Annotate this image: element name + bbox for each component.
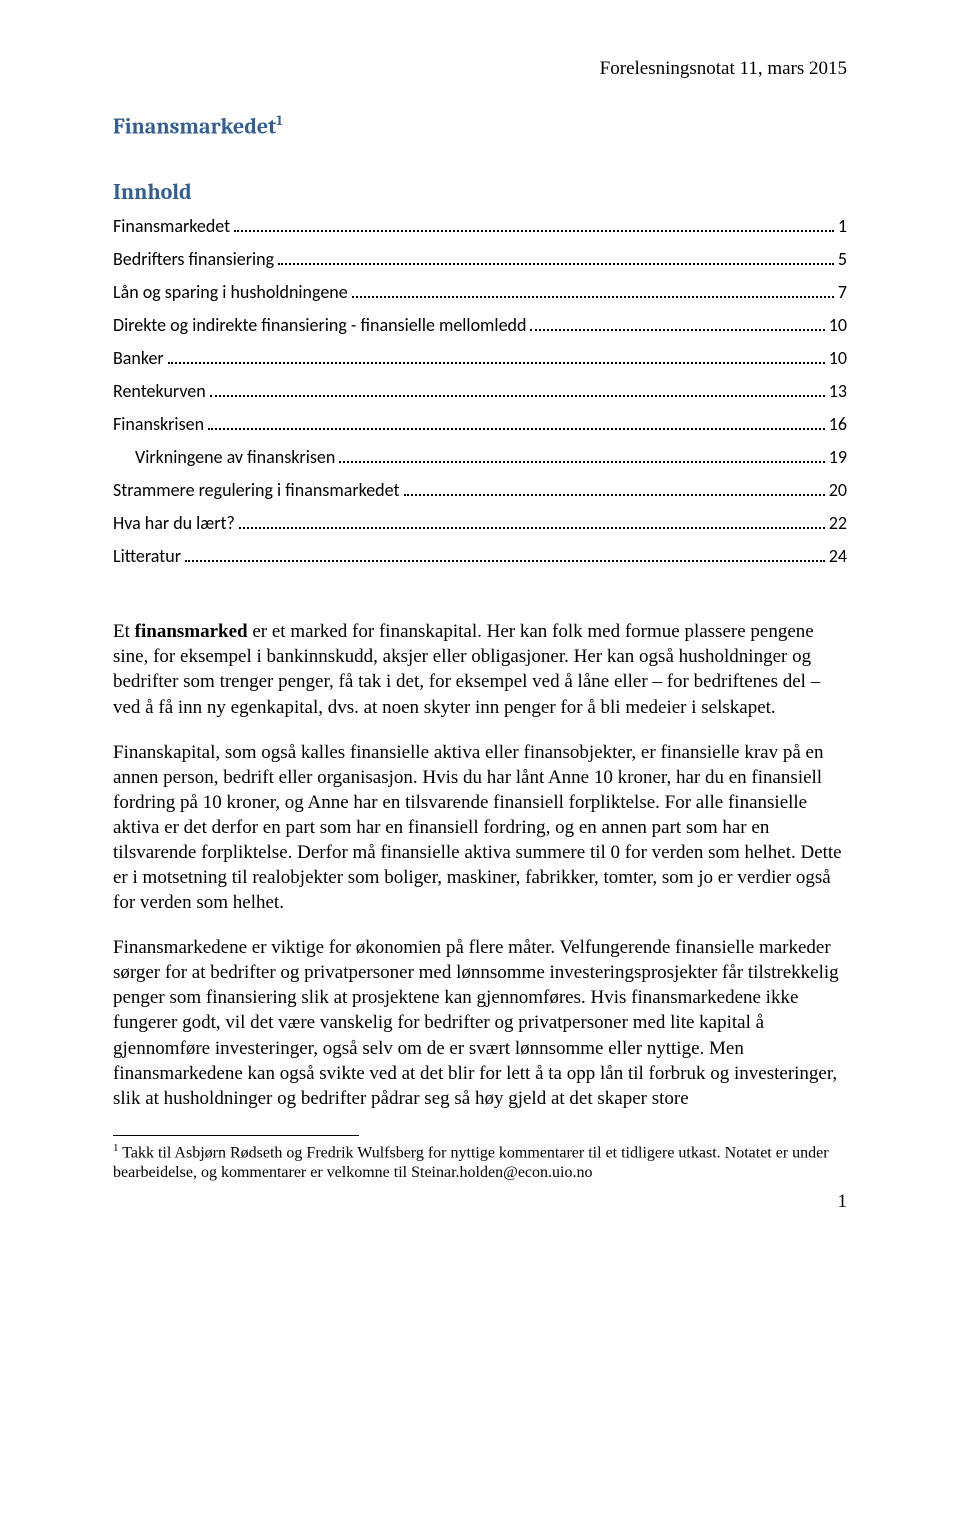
toc-item-label: Lån og sparing i husholdningene (113, 281, 348, 303)
toc-item[interactable]: Strammere regulering i finansmarkedet 20 (113, 479, 847, 501)
toc-leader-dots (234, 222, 834, 233)
title-superscript: 1 (276, 112, 282, 129)
toc-leader-dots (278, 255, 834, 266)
toc-item[interactable]: Lån og sparing i husholdningene 7 (113, 281, 847, 303)
paragraph: Finansmarkedene er viktige for økonomien… (113, 935, 847, 1111)
paragraph: Finanskapital, som også kalles finansiel… (113, 740, 847, 916)
toc-leader-dots (168, 354, 825, 365)
toc-item-page: 20 (829, 479, 847, 501)
toc-item[interactable]: Rentekurven 13 (113, 380, 847, 402)
toc-item[interactable]: Virkningene av finanskrisen 19 (113, 446, 847, 468)
toc-leader-dots (210, 387, 825, 398)
toc-item-label: Bedrifters finansiering (113, 248, 274, 270)
toc-item-label: Virkningene av finanskrisen (135, 446, 335, 468)
title-text: Finansmarkedet (113, 113, 276, 139)
toc-item-label: Finanskrisen (113, 413, 204, 435)
toc-item-label: Litteratur (113, 545, 181, 567)
toc-item-page: 5 (838, 248, 847, 270)
page-number: 1 (113, 1191, 847, 1213)
toc-item-page: 7 (838, 281, 847, 303)
paragraph-bold: finansmarked (135, 621, 248, 642)
toc-item-page: 16 (829, 413, 847, 435)
toc-item[interactable]: Litteratur 24 (113, 545, 847, 567)
toc-item-label: Strammere regulering i finansmarkedet (113, 479, 400, 501)
toc-item[interactable]: Finanskrisen 16 (113, 413, 847, 435)
toc-item[interactable]: Hva har du lært? 22 (113, 512, 847, 534)
toc-item-page: 24 (829, 545, 847, 567)
paragraph: Et finansmarked er et marked for finansk… (113, 619, 847, 719)
toc-item[interactable]: Banker 10 (113, 347, 847, 369)
toc-item-page: 10 (829, 314, 847, 336)
body-text: Et finansmarked er et marked for finansk… (113, 619, 847, 1110)
toc-leader-dots (530, 321, 824, 332)
paragraph-text: Et (113, 621, 135, 642)
toc-leader-dots (352, 288, 834, 299)
toc-item-page: 19 (829, 446, 847, 468)
toc-item[interactable]: Bedrifters finansiering 5 (113, 248, 847, 270)
toc-item-page: 22 (829, 512, 847, 534)
toc-item-label: Banker (113, 347, 164, 369)
table-of-contents: Innhold Finansmarkedet 1 Bedrifters fina… (113, 179, 847, 567)
toc-leader-dots (208, 420, 825, 431)
toc-item[interactable]: Direkte og indirekte finansiering - fina… (113, 314, 847, 336)
toc-item[interactable]: Finansmarkedet 1 (113, 215, 847, 237)
toc-item-label: Hva har du lært? (113, 512, 235, 534)
toc-item-label: Rentekurven (113, 380, 206, 402)
footnote: 1 Takk til Asbjørn Rødseth og Fredrik Wu… (113, 1142, 847, 1183)
toc-leader-dots (185, 552, 825, 563)
toc-leader-dots (404, 486, 825, 497)
toc-heading: Innhold (113, 179, 847, 205)
toc-item-label: Finansmarkedet (113, 215, 230, 237)
footnote-separator (113, 1135, 359, 1136)
page-container: Forelesningsnotat 11, mars 2015 Finansma… (0, 0, 960, 1253)
toc-item-page: 1 (838, 215, 847, 237)
toc-leader-dots (339, 453, 824, 464)
footnote-text: Takk til Asbjørn Rødseth og Fredrik Wulf… (113, 1144, 829, 1181)
toc-item-page: 10 (829, 347, 847, 369)
toc-item-page: 13 (829, 380, 847, 402)
toc-leader-dots (239, 519, 825, 530)
toc-item-label: Direkte og indirekte finansiering - fina… (113, 314, 526, 336)
document-title: Finansmarkedet1 (113, 112, 847, 139)
header-right-text: Forelesningsnotat 11, mars 2015 (113, 58, 847, 80)
